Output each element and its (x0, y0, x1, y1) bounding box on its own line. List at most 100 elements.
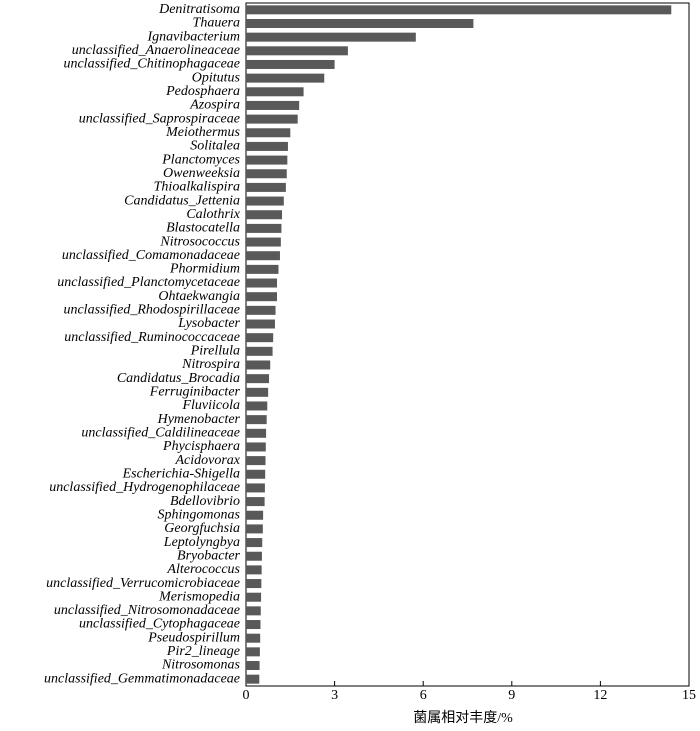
bar (246, 46, 348, 56)
y-tick-label: Lysobacter (177, 316, 240, 331)
y-tick-label: unclassified_Caldilineaceae (81, 426, 240, 441)
x-axis-label: 菌属相对丰度/% (413, 710, 513, 726)
y-tick-label: unclassified_Nitrosomonadaceae (54, 603, 240, 618)
y-tick-label: Ignavibacterium (146, 29, 240, 44)
bar (246, 497, 265, 507)
y-tick-label: Blastocatella (166, 221, 240, 236)
y-tick-label: Acidovorax (174, 453, 240, 468)
y-tick-label: Planctomyces (161, 152, 240, 167)
bar (246, 73, 325, 83)
y-tick-label: unclassified_Chitinophagaceae (63, 57, 240, 72)
y-tick-label: Phycisphaera (162, 439, 240, 454)
bar (246, 87, 304, 97)
bar (246, 59, 335, 69)
bar (246, 428, 267, 438)
x-tick-label: 15 (682, 688, 696, 703)
bar (246, 510, 264, 520)
y-tick-label: unclassified_Saprospiraceae (79, 111, 240, 126)
bar (246, 442, 266, 452)
bar (246, 182, 286, 192)
y-tick-label: Ferruginibacter (149, 385, 241, 400)
y-tick-label: Azospira (189, 98, 240, 113)
bar (246, 114, 298, 124)
y-tick-label: unclassified_Gemmatimonadaceae (44, 671, 240, 686)
bar (246, 538, 263, 548)
bar (246, 592, 262, 602)
bar (246, 469, 266, 479)
bar (246, 674, 260, 684)
y-tick-label: unclassified_Planctomycetaceae (57, 275, 240, 290)
bar (246, 223, 282, 233)
y-tick-label: Nitrosomonas (161, 658, 241, 673)
y-tick-label: Phormidium (169, 262, 240, 277)
y-tick-label: unclassified_Cytophagaceae (79, 617, 240, 632)
y-tick-label: Meiothermus (165, 125, 240, 140)
bar (246, 661, 260, 671)
bar (246, 374, 270, 384)
bar (246, 210, 283, 220)
y-tick-label: Bryobacter (177, 548, 241, 563)
bar (246, 524, 263, 534)
y-tick-label: unclassified_Verrucomicrobiaceae (46, 576, 240, 591)
y-tick-label: unclassified_Rhodospirillaceae (63, 303, 240, 318)
y-tick-label: Pedosphaera (165, 84, 240, 99)
bar (246, 456, 266, 466)
bar (246, 292, 278, 302)
bar (246, 141, 288, 151)
bar (246, 633, 261, 643)
y-tick-label: Ohtaekwangia (158, 289, 240, 304)
y-tick-label: Calothrix (186, 207, 240, 222)
bar (246, 565, 262, 575)
bar (246, 319, 275, 329)
bar (246, 128, 291, 138)
y-tick-label: Opitutus (192, 70, 241, 85)
bar (246, 169, 287, 179)
bar (246, 483, 265, 493)
bar (246, 196, 284, 206)
bar (246, 32, 416, 42)
bar (246, 333, 274, 343)
y-tick-label: Escherichia-Shigella (122, 466, 240, 481)
bar (246, 620, 261, 630)
bar (246, 647, 260, 657)
bar (246, 251, 280, 261)
bar (246, 100, 300, 110)
bar (246, 5, 672, 15)
y-tick-label: Pir2_lineage (166, 644, 240, 659)
bar (246, 606, 261, 616)
y-tick-label: Thauera (193, 16, 240, 31)
y-tick-label: Sphingomonas (158, 507, 241, 522)
y-tick-label: Bdellovibrio (170, 494, 240, 509)
y-tick-label: Merismopedia (158, 589, 240, 604)
y-tick-label: Denitratisoma (158, 2, 240, 17)
y-tick-label: Candidatus_Jettenia (124, 193, 240, 208)
bar (246, 346, 273, 356)
y-tick-label: Pseudospirillum (147, 630, 240, 645)
y-tick-label: Nitrospira (181, 357, 240, 372)
y-tick-label: Thioalkalispira (154, 180, 240, 195)
y-tick-label: unclassified_Ruminococcaceae (64, 330, 240, 345)
y-tick-label: Leptolyngbya (163, 535, 240, 550)
y-tick-label: unclassified_Hydrogenophilaceae (49, 480, 240, 495)
bar (246, 278, 278, 288)
y-tick-label: Owenweeksia (163, 166, 240, 181)
y-tick-label: Alterococcus (166, 562, 240, 577)
bar (246, 579, 262, 589)
bar (246, 387, 269, 397)
y-tick-label: unclassified_Anaerolineaceae (72, 43, 240, 58)
x-tick-label: 3 (331, 688, 338, 703)
y-tick-label: Georgfuchsia (164, 521, 240, 536)
y-tick-label: Nitrosococcus (159, 234, 240, 249)
bar (246, 415, 267, 425)
x-tick-label: 0 (243, 688, 250, 703)
y-tick-label: Solitalea (190, 139, 240, 154)
bar (246, 551, 262, 561)
x-tick-label: 9 (508, 688, 515, 703)
bar (246, 155, 288, 165)
y-tick-label: Fluviicola (181, 398, 240, 413)
bar (246, 360, 271, 370)
y-tick-label: Candidatus_Brocadia (117, 371, 240, 386)
bar (246, 237, 281, 247)
bar (246, 18, 474, 28)
